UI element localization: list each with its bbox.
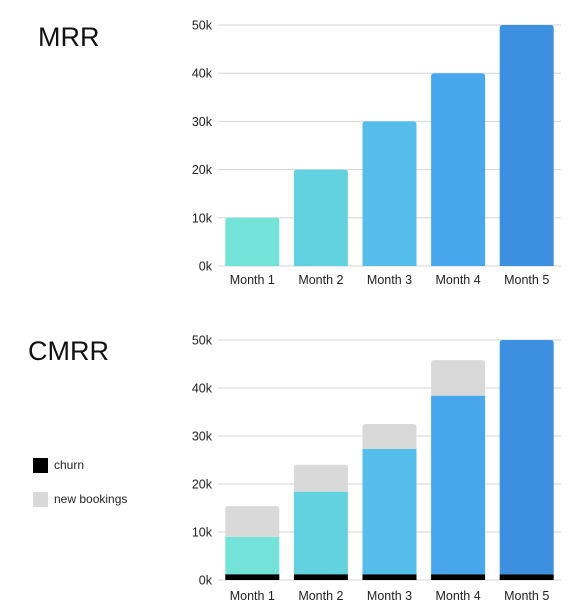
cmrr-bar-new-bookings-2 xyxy=(293,464,348,492)
cmrr-y-tick-label: 10k xyxy=(192,526,213,540)
legend-item-churn: churn xyxy=(33,456,127,474)
mrr-bar-3 xyxy=(362,121,417,267)
cmrr-bar-churn-2 xyxy=(293,574,348,580)
cmrr-bar-mrr-4 xyxy=(431,395,486,575)
mrr-x-tick-label: Month 5 xyxy=(504,273,549,287)
cmrr-y-tick-label: 50k xyxy=(192,334,213,348)
cmrr-chart-title: CMRR xyxy=(28,336,109,366)
cmrr-bar-mrr-2 xyxy=(293,491,348,575)
mrr-bar-5 xyxy=(499,25,554,266)
cmrr-x-tick-label: Month 4 xyxy=(436,589,481,603)
cmrr-x-tick-label: Month 5 xyxy=(504,589,549,603)
cmrr-y-tick-label: 30k xyxy=(192,430,213,444)
mrr-y-tick-label: 0k xyxy=(199,260,213,274)
legend-swatch-new-bookings xyxy=(33,491,48,507)
mrr-y-tick-label: 30k xyxy=(192,115,213,129)
cmrr-bar-churn-1 xyxy=(225,574,280,580)
mrr-chart-title: MRR xyxy=(38,22,100,52)
mrr-y-tick-label: 40k xyxy=(192,67,213,81)
legend-item-new-bookings: new bookings xyxy=(33,490,127,508)
cmrr-x-tick-label: Month 3 xyxy=(367,589,412,603)
cmrr-bar-churn-3 xyxy=(362,574,417,580)
legend-label-churn: churn xyxy=(54,458,85,472)
legend-label-new-bookings: new bookings xyxy=(54,492,128,506)
mrr-y-tick-label: 50k xyxy=(192,19,213,33)
cmrr-bar-mrr-3 xyxy=(362,448,417,575)
cmrr-y-tick-label: 20k xyxy=(192,478,213,492)
mrr-bar-4 xyxy=(431,73,486,266)
mrr-x-tick-label: Month 1 xyxy=(230,273,275,287)
mrr-y-tick-label: 20k xyxy=(192,163,213,177)
mrr-x-tick-label: Month 4 xyxy=(436,273,481,287)
cmrr-bar-mrr-1 xyxy=(225,536,280,575)
cmrr-x-tick-label: Month 1 xyxy=(230,589,275,603)
cmrr-bar-churn-4 xyxy=(431,574,486,580)
mrr-y-tick-label: 10k xyxy=(192,211,213,225)
legend-swatch-churn xyxy=(33,457,48,473)
mrr-bar-1 xyxy=(225,217,280,266)
cmrr-y-tick-label: 0k xyxy=(199,574,213,588)
cmrr-bar-new-bookings-3 xyxy=(362,424,417,449)
cmrr-x-tick-label: Month 2 xyxy=(298,589,343,603)
mrr-x-tick-label: Month 2 xyxy=(298,273,343,287)
cmrr-legend: churn new bookings xyxy=(33,456,127,524)
cmrr-bar-churn-5 xyxy=(499,574,554,580)
cmrr-bar-new-bookings-1 xyxy=(225,506,280,537)
mrr-bar-2 xyxy=(293,169,348,266)
cmrr-bar-new-bookings-4 xyxy=(431,360,486,396)
cmrr-y-tick-label: 40k xyxy=(192,382,213,396)
cmrr-bar-mrr-5 xyxy=(499,340,554,575)
mrr-x-tick-label: Month 3 xyxy=(367,273,412,287)
